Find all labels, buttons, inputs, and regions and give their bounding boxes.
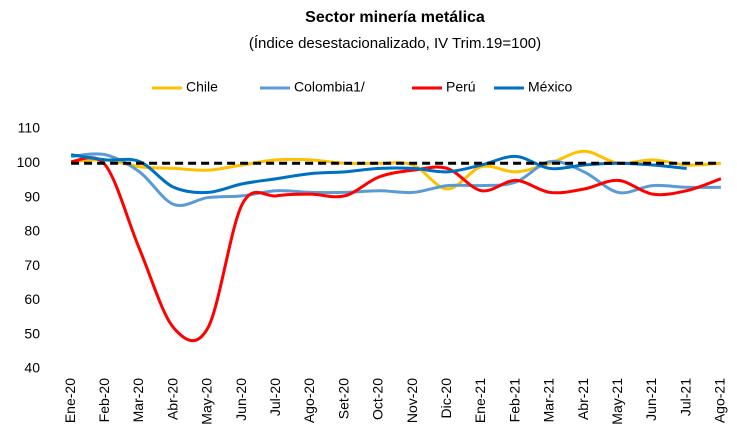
series-line [70,153,687,195]
legend-label: México [528,79,573,95]
y-tick-label: 50 [24,325,40,341]
x-tick-label: May-20 [199,378,215,425]
legend-label: Perú [446,79,476,95]
chart-subtitle: (Índice desestacionalizado, IV Trim.19=1… [249,35,541,52]
x-tick-label: May-21 [609,378,625,425]
y-tick-label: 110 [18,120,41,136]
x-tick-label: Mar-21 [541,378,557,423]
x-tick-label: Jul-21 [677,378,693,416]
x-tick-label: Nov-20 [404,378,420,423]
chart-title: Sector minería metálica [305,9,485,26]
series-line [70,156,722,342]
x-tick-label: Ene-21 [472,378,488,423]
x-tick-label: Feb-21 [506,378,522,423]
y-tick-label: 90 [24,188,40,204]
legend-label: Chile [186,79,218,95]
x-tick-label: Feb-20 [96,378,112,423]
legend-label: Colombia1/ [294,79,365,95]
y-tick-label: 80 [24,223,40,239]
y-tick-label: 40 [24,360,40,376]
x-tick-label: Dic-20 [438,378,454,419]
x-tick-label: Oct-20 [370,378,386,420]
x-tick-label: Ago-21 [712,378,728,423]
series-line [70,152,721,207]
x-tick-label: Jun-20 [233,378,249,421]
x-tick-label: Jul-20 [267,378,283,416]
y-tick-label: 100 [17,154,41,170]
x-tick-label: Ene-20 [62,378,78,423]
y-tick-label: 70 [24,257,40,273]
x-tick-label: Mar-20 [130,378,146,423]
x-tick-label: Ago-20 [301,378,317,423]
x-tick-label: Jun-21 [643,378,659,421]
y-tick-label: 60 [24,291,40,307]
x-tick-label: Abr-20 [164,378,180,420]
x-tick-label: Abr-21 [575,378,591,420]
x-tick-label: Set-20 [335,378,351,419]
